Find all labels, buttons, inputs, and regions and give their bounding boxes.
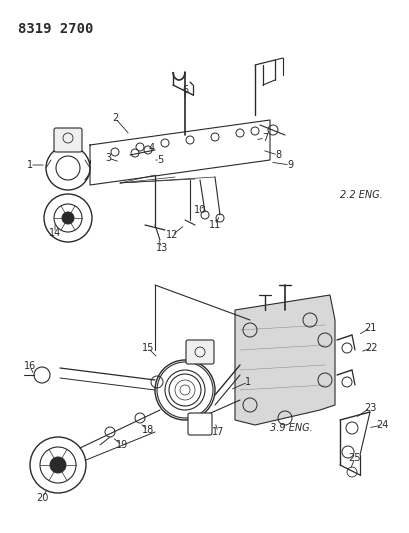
Text: 8319 2700: 8319 2700 — [18, 22, 93, 36]
Text: 7: 7 — [261, 133, 267, 143]
Text: 19: 19 — [116, 440, 128, 450]
Polygon shape — [234, 295, 334, 425]
Text: 3.9 ENG.: 3.9 ENG. — [270, 423, 312, 433]
FancyBboxPatch shape — [188, 413, 211, 435]
Text: 25: 25 — [348, 453, 360, 463]
Text: 18: 18 — [142, 425, 154, 435]
Text: 2.2 ENG.: 2.2 ENG. — [339, 190, 382, 200]
Text: 4: 4 — [148, 143, 155, 153]
Text: 16: 16 — [24, 361, 36, 371]
Text: 3: 3 — [105, 153, 111, 163]
Text: 6: 6 — [182, 85, 188, 95]
Text: 13: 13 — [155, 243, 168, 253]
FancyBboxPatch shape — [54, 128, 82, 152]
Text: 22: 22 — [365, 343, 378, 353]
Text: 15: 15 — [142, 343, 154, 353]
Text: 10: 10 — [193, 205, 206, 215]
Circle shape — [62, 212, 74, 224]
Text: 1: 1 — [244, 377, 250, 387]
Text: 12: 12 — [165, 230, 178, 240]
Text: 14: 14 — [49, 228, 61, 238]
Text: 17: 17 — [211, 427, 224, 437]
Text: 9: 9 — [286, 160, 292, 170]
FancyBboxPatch shape — [186, 340, 213, 364]
Text: 20: 20 — [36, 493, 48, 503]
Text: 11: 11 — [208, 220, 220, 230]
Text: 2: 2 — [112, 113, 118, 123]
Text: 5: 5 — [157, 155, 163, 165]
Text: 1: 1 — [27, 160, 33, 170]
Text: 21: 21 — [363, 323, 375, 333]
Text: 8: 8 — [274, 150, 281, 160]
Text: 24: 24 — [375, 420, 387, 430]
Circle shape — [50, 457, 66, 473]
Text: 23: 23 — [363, 403, 375, 413]
